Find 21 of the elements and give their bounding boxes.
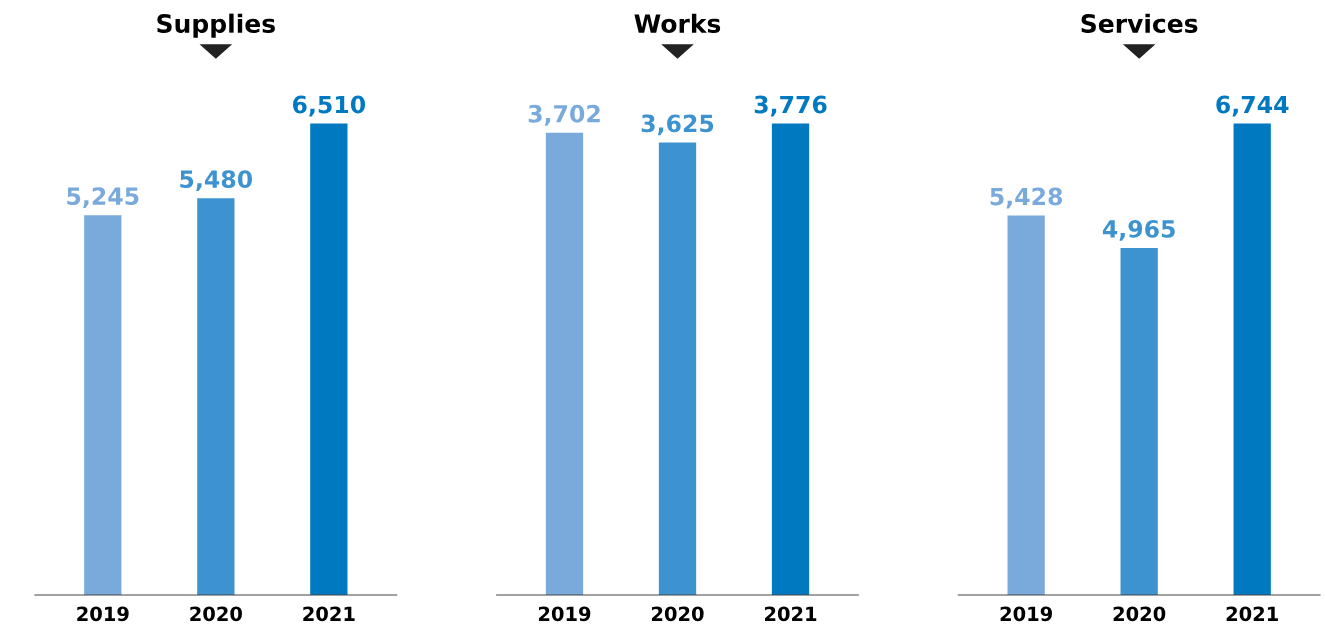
data-label: 4,965	[1102, 219, 1175, 241]
x-tick-label: 2021	[303, 606, 355, 622]
data-label: 6,744	[1216, 95, 1289, 117]
x-tick-label: 2020	[651, 606, 704, 622]
chart-title: Services	[1081, 13, 1198, 33]
data-label: 5,245	[67, 187, 139, 209]
x-tick-label: 2021	[765, 606, 817, 622]
data-label: 5,428	[990, 187, 1063, 209]
x-tick-label: 2019	[538, 606, 591, 622]
chart-title: Supplies	[157, 13, 275, 38]
data-label: 3,625	[641, 114, 714, 136]
x-tick-label: 2019	[77, 606, 129, 622]
x-tick-label: 2021	[1226, 606, 1278, 622]
data-label: 5,480	[180, 170, 253, 192]
chart-title: Works	[634, 13, 721, 33]
x-tick-label: 2020	[190, 606, 242, 622]
data-label: 3,702	[528, 104, 600, 126]
data-label: 3,776	[754, 95, 827, 117]
x-tick-label: 2020	[1113, 606, 1166, 622]
x-tick-label: 2019	[1000, 606, 1052, 622]
data-label: 6,510	[292, 95, 366, 117]
